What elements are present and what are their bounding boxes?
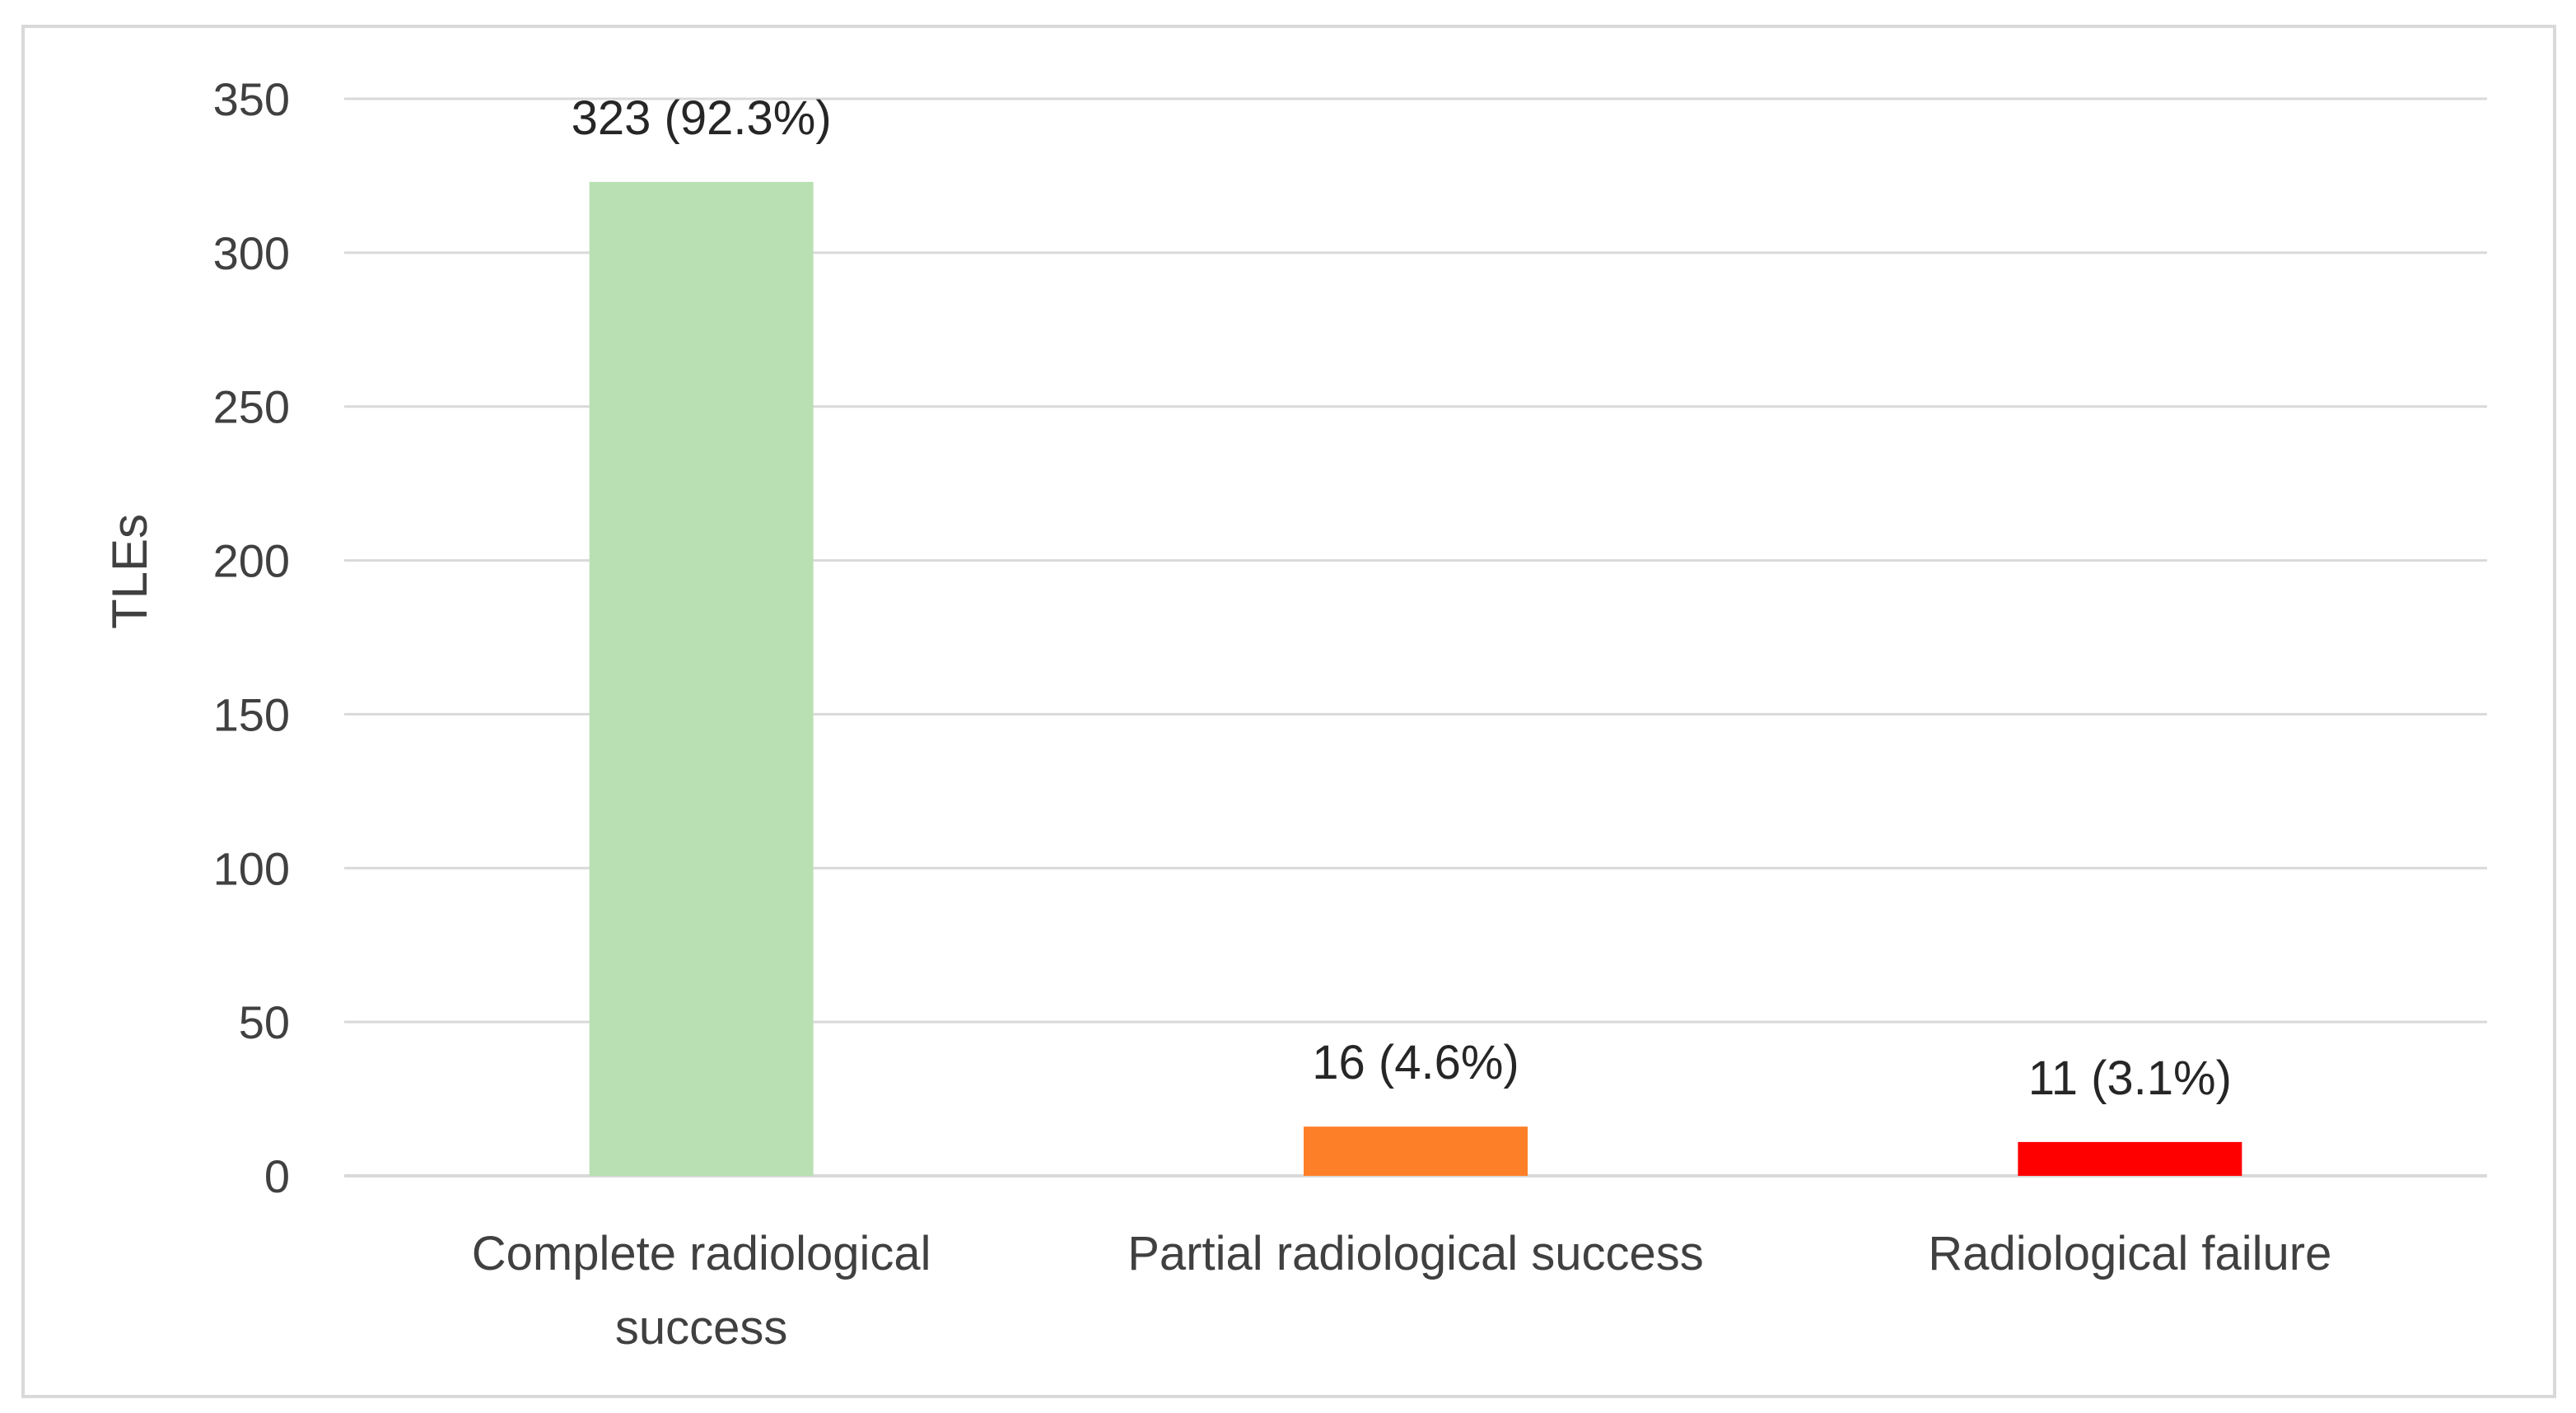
bar <box>1304 1126 1528 1176</box>
x-category-label: Radiological failure <box>1928 1227 2331 1280</box>
x-axis-categories: Complete radiological success Partial radi… <box>472 1227 2332 1355</box>
y-tick-label: 50 <box>239 996 290 1048</box>
y-tick-label: 0 <box>264 1150 290 1202</box>
data-label: 11 (3.1%) <box>2028 1052 2232 1105</box>
data-label: 323 (92.3%) <box>572 91 832 145</box>
y-tick-label: 100 <box>213 842 290 894</box>
y-axis-title: TLEs <box>102 514 157 629</box>
data-labels: 323 (92.3%) 16 (4.6%) 11 (3.1%) <box>572 91 2232 1105</box>
y-tick-label: 250 <box>213 381 290 433</box>
data-label: 16 (4.6%) <box>1312 1036 1519 1089</box>
y-tick-label: 200 <box>213 535 290 587</box>
bar <box>2018 1141 2242 1176</box>
bar <box>589 181 814 1177</box>
y-tick-label: 150 <box>213 688 290 740</box>
y-tick-label: 350 <box>213 73 290 125</box>
x-category-label: Complete radiological <box>472 1227 931 1280</box>
x-category-label: success <box>615 1301 788 1355</box>
bars <box>589 181 2242 1177</box>
y-axis-ticks: 0 50 100 150 200 250 300 350 <box>213 73 290 1202</box>
y-tick-label: 300 <box>213 227 290 279</box>
x-category-label: Partial radiological success <box>1127 1227 1704 1280</box>
